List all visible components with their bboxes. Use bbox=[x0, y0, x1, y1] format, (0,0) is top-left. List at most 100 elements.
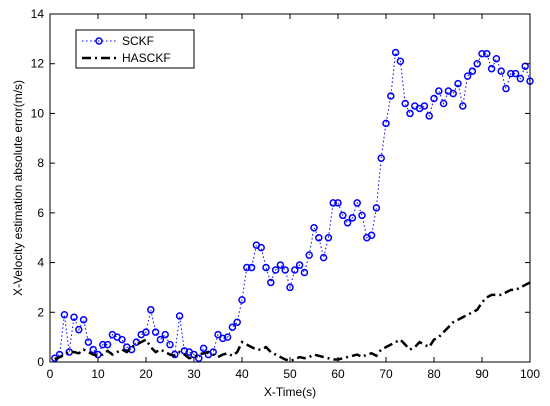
data-point-sckf bbox=[103, 340, 112, 349]
data-point-sckf bbox=[70, 313, 78, 322]
data-point-sckf bbox=[329, 199, 337, 207]
data-point-sckf bbox=[334, 199, 342, 207]
data-point-sckf bbox=[358, 211, 366, 220]
data-point-sckf bbox=[219, 334, 227, 343]
y-tick-label: 8 bbox=[37, 156, 44, 170]
data-point-sckf bbox=[449, 89, 457, 98]
y-tick-label: 12 bbox=[31, 57, 45, 71]
plot-area bbox=[50, 14, 530, 362]
data-point-sckf bbox=[425, 112, 433, 120]
data-point-sckf bbox=[175, 312, 184, 320]
x-tick-label: 50 bbox=[283, 367, 297, 381]
x-tick-label: 40 bbox=[235, 367, 249, 381]
x-tick-label: 20 bbox=[139, 367, 153, 381]
data-point-sckf bbox=[463, 72, 472, 80]
data-point-sckf bbox=[156, 335, 165, 344]
data-point-sckf bbox=[79, 315, 88, 324]
data-point-sckf bbox=[257, 243, 265, 252]
data-point-sckf bbox=[247, 263, 256, 272]
data-point-sckf bbox=[483, 50, 491, 58]
plot-background bbox=[50, 14, 530, 362]
legend-box bbox=[75, 29, 195, 69]
data-point-sckf bbox=[343, 219, 352, 227]
data-point-sckf bbox=[492, 54, 501, 63]
data-point-sckf bbox=[310, 224, 318, 232]
data-point-sckf bbox=[305, 251, 313, 259]
data-point-sckf bbox=[372, 204, 381, 212]
data-point-sckf bbox=[161, 330, 169, 339]
data-point-sckf bbox=[406, 109, 414, 118]
y-tick-label: 4 bbox=[37, 256, 44, 270]
series-hasckf bbox=[54, 281, 531, 363]
data-point-sckf bbox=[382, 119, 390, 128]
series-layer bbox=[51, 48, 534, 363]
data-point-sckf bbox=[439, 99, 448, 108]
data-point-sckf bbox=[420, 102, 429, 110]
y-tick-label: 2 bbox=[37, 305, 44, 319]
data-point-sckf bbox=[516, 74, 525, 83]
data-point-sckf bbox=[262, 263, 270, 272]
x-tick-label: 10 bbox=[91, 367, 105, 381]
data-point-sckf bbox=[286, 283, 294, 292]
data-point-sckf bbox=[353, 199, 361, 207]
data-point-sckf bbox=[60, 311, 69, 319]
data-point-sckf bbox=[367, 231, 376, 239]
data-point-sckf bbox=[223, 333, 232, 341]
data-point-sckf bbox=[521, 62, 529, 70]
data-point-sckf bbox=[291, 266, 299, 274]
data-point-sckf bbox=[99, 340, 107, 349]
x-tick-label: 30 bbox=[187, 367, 201, 381]
axes: 0 10 20 30 40 50 60 70 80 90 100 0 2 4 6 8 10 12 14 bbox=[31, 7, 541, 381]
x-tick-label: 60 bbox=[331, 367, 345, 381]
data-point-sckf bbox=[118, 335, 126, 344]
data-point-sckf bbox=[339, 211, 347, 220]
x-tick-label: 100 bbox=[520, 367, 540, 381]
data-point-sckf bbox=[430, 94, 438, 103]
data-point-sckf bbox=[214, 330, 222, 339]
data-point-sckf bbox=[84, 338, 93, 346]
x-tick-label: 80 bbox=[427, 367, 441, 381]
data-point-sckf bbox=[459, 102, 467, 110]
data-point-sckf bbox=[142, 328, 150, 336]
y-axis-label: X-Velocity estimation absolute error(m/s… bbox=[11, 80, 25, 296]
data-point-sckf bbox=[75, 325, 83, 334]
data-point-sckf bbox=[507, 69, 515, 78]
legend-label-sckf: SCKF bbox=[122, 34, 154, 48]
x-axis-label: X-Time(s) bbox=[264, 385, 316, 399]
y-tick-label: 0 bbox=[37, 355, 44, 369]
data-point-sckf bbox=[199, 344, 208, 353]
data-point-sckf bbox=[473, 59, 481, 68]
data-point-sckf bbox=[502, 84, 510, 93]
data-point-sckf bbox=[401, 99, 409, 108]
series-sckf bbox=[51, 48, 534, 363]
data-point-sckf bbox=[391, 48, 400, 57]
x-tick-label: 90 bbox=[475, 367, 489, 381]
data-point-sckf bbox=[478, 50, 486, 58]
data-point-sckf bbox=[281, 266, 289, 274]
series-line-hasckf bbox=[54, 281, 531, 363]
data-point-sckf bbox=[267, 278, 275, 287]
data-point-sckf bbox=[228, 323, 237, 331]
data-point-sckf bbox=[315, 233, 323, 242]
data-point-sckf bbox=[319, 253, 328, 262]
x-tick-label: 0 bbox=[47, 367, 54, 381]
data-point-sckf bbox=[271, 266, 280, 274]
legend-label-hasckf: HASCKF bbox=[122, 51, 171, 65]
legend: SCKF HASCKF bbox=[75, 29, 195, 69]
data-point-sckf bbox=[233, 318, 241, 326]
data-point-sckf bbox=[377, 154, 385, 162]
y-tick-label: 6 bbox=[37, 206, 44, 220]
data-point-sckf bbox=[454, 79, 462, 88]
data-point-sckf bbox=[396, 57, 405, 65]
data-point-sckf bbox=[387, 92, 395, 100]
data-point-sckf bbox=[348, 214, 357, 222]
data-point-sckf bbox=[487, 64, 496, 73]
data-point-sckf bbox=[300, 268, 309, 277]
data-point-sckf bbox=[151, 328, 160, 336]
data-point-sckf bbox=[511, 69, 520, 78]
data-point-sckf bbox=[89, 345, 97, 354]
legend-marker-sckf bbox=[95, 37, 103, 45]
data-point-sckf bbox=[497, 67, 505, 75]
y-tick-label: 14 bbox=[31, 7, 45, 21]
